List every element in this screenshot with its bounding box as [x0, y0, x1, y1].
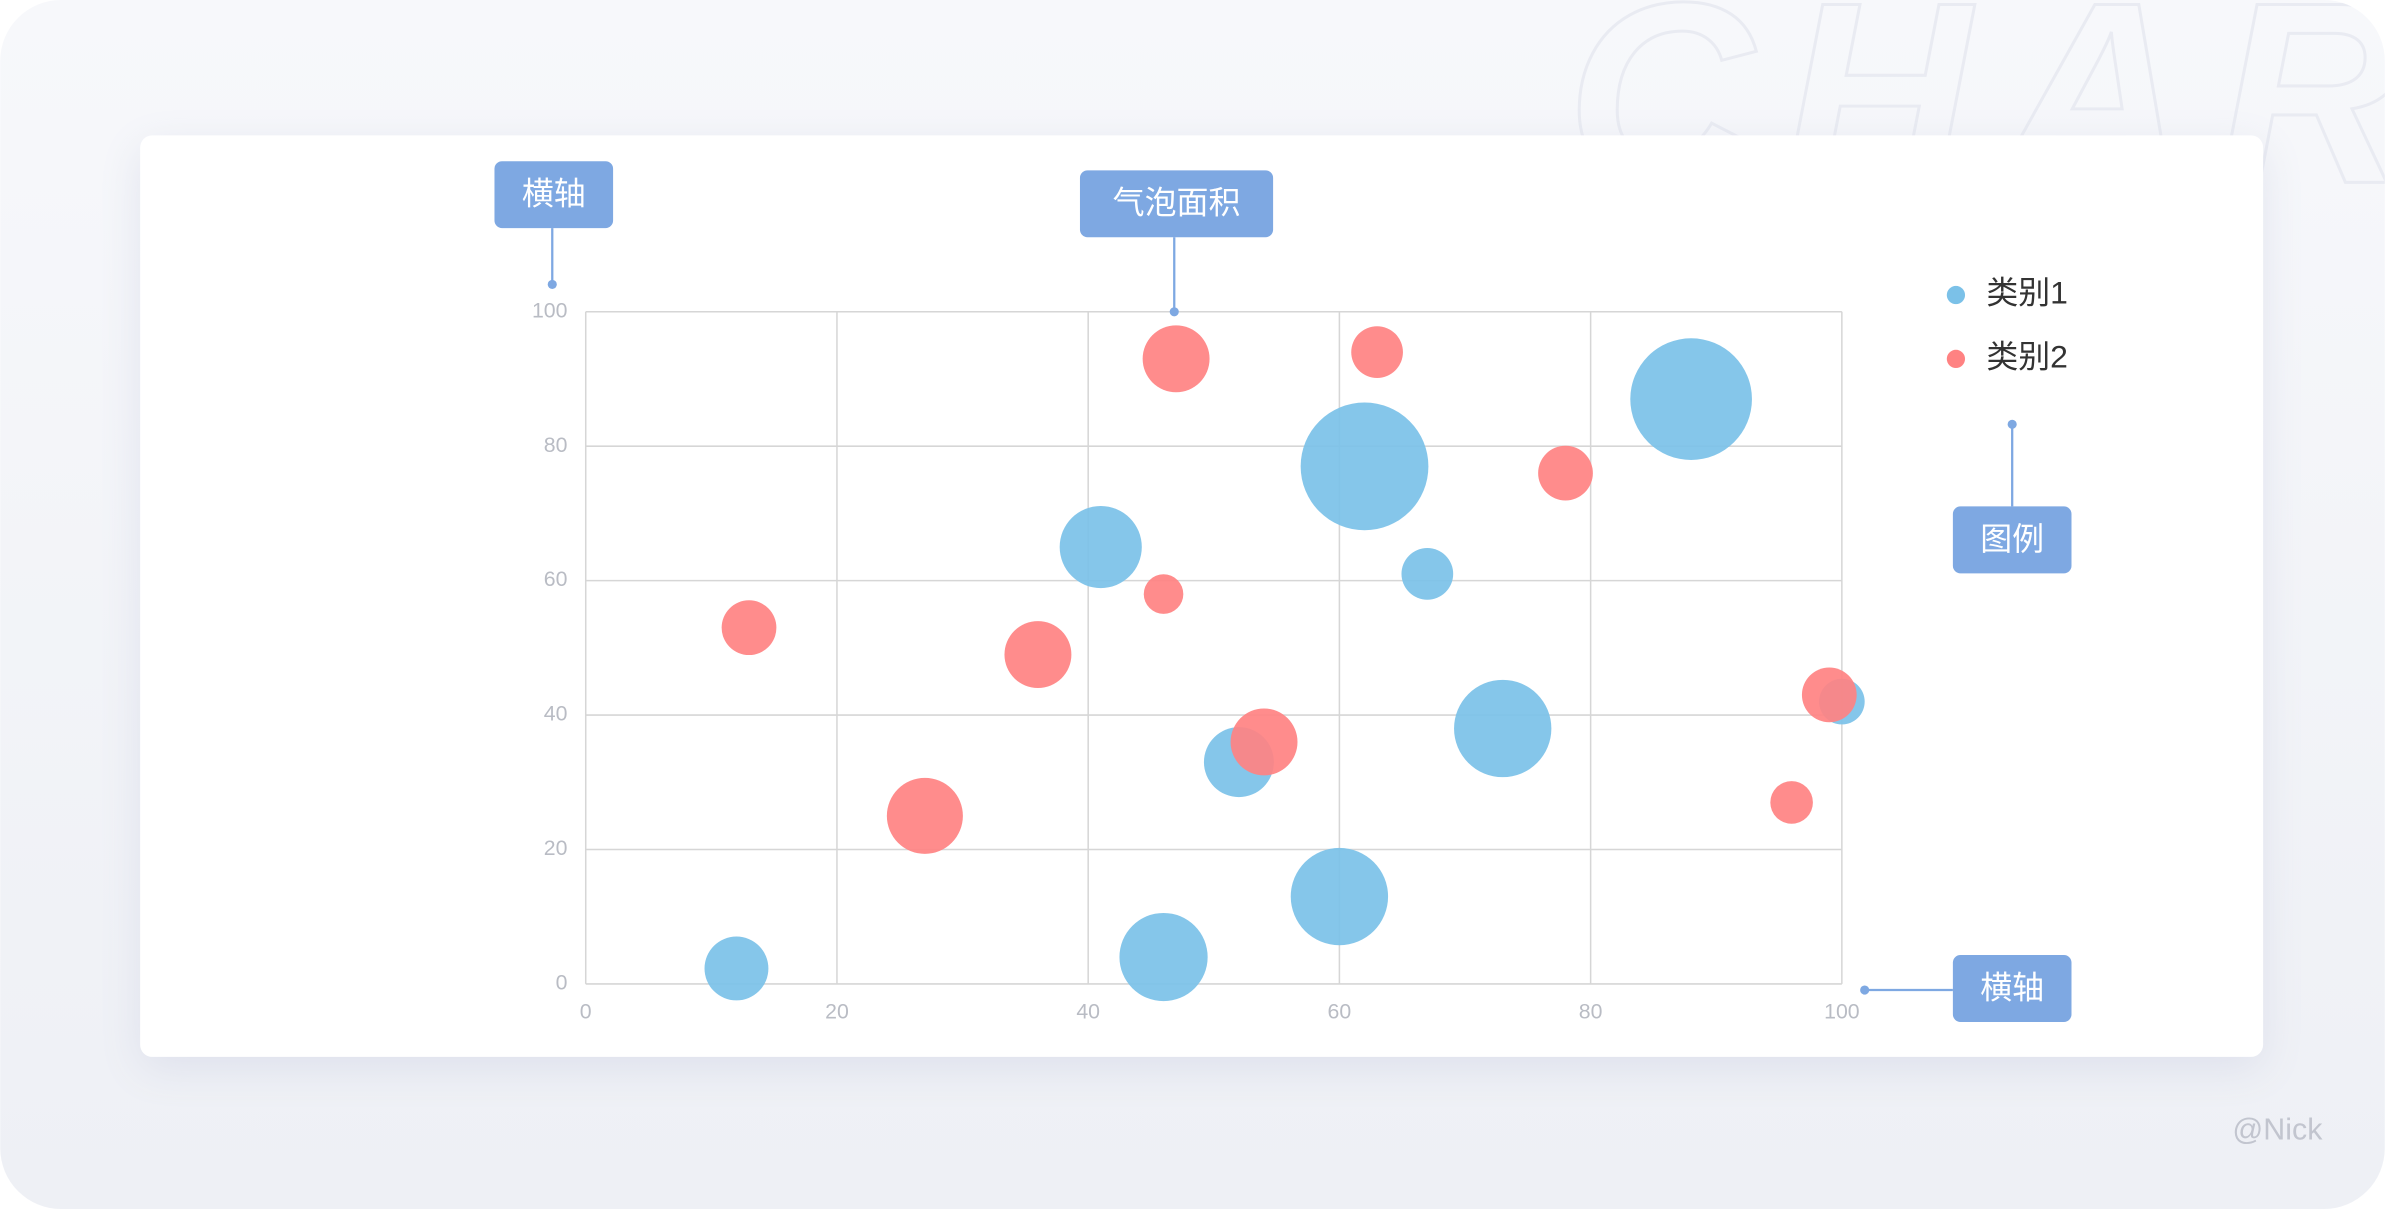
callout-box [494, 161, 614, 229]
callout-dot [1860, 985, 1870, 995]
x-tick-label: 40 [1076, 999, 1100, 1023]
y-tick-label: 0 [556, 971, 568, 995]
watermark: @Nick [2232, 1112, 2323, 1146]
callout-label: 图例 [1980, 521, 2044, 557]
legend-marker [1946, 285, 1966, 305]
callout-label: 横轴 [522, 176, 586, 212]
bubble [1119, 912, 1208, 1002]
x-tick-label: 20 [825, 999, 849, 1023]
bubble [886, 777, 963, 854]
y-tick-label: 80 [544, 433, 568, 457]
bubble [1230, 708, 1298, 776]
x-tick-label: 100 [1824, 999, 1860, 1023]
x-tick-label: 80 [1579, 999, 1603, 1023]
card [140, 135, 2264, 1057]
bubble [1290, 847, 1389, 946]
y-tick-label: 100 [532, 298, 568, 322]
bubble [1143, 574, 1184, 614]
y-tick-label: 20 [544, 836, 568, 860]
bubble [1801, 667, 1857, 723]
bubble [1770, 781, 1813, 824]
callout-label: 横轴 [1980, 969, 2044, 1005]
bubble [1300, 402, 1429, 531]
bubble [1454, 679, 1552, 778]
y-tick-label: 60 [544, 567, 568, 591]
legend-label: 类别2 [1986, 338, 2068, 374]
legend-label: 类别1 [1986, 274, 2068, 310]
legend-marker [1946, 349, 1966, 369]
callout-label: 气泡面积 [1113, 185, 1241, 221]
bubble [1142, 325, 1210, 393]
bubble [721, 600, 777, 656]
bubble [1630, 338, 1752, 460]
bubble [1401, 548, 1454, 600]
callout-dot [547, 279, 557, 289]
x-tick-label: 60 [1328, 999, 1352, 1023]
callout-box [1952, 955, 2072, 1022]
bubble [1004, 621, 1072, 689]
bubble [1351, 326, 1403, 378]
bubble [704, 936, 769, 1001]
callout-box [1952, 506, 2072, 574]
bubble [1538, 445, 1593, 501]
y-tick-label: 40 [544, 702, 568, 726]
callout-box [1079, 170, 1274, 238]
callout-dot [1169, 307, 1179, 317]
x-tick-label: 0 [580, 999, 592, 1023]
bubble [1059, 505, 1142, 589]
callout-dot [2007, 419, 2017, 429]
